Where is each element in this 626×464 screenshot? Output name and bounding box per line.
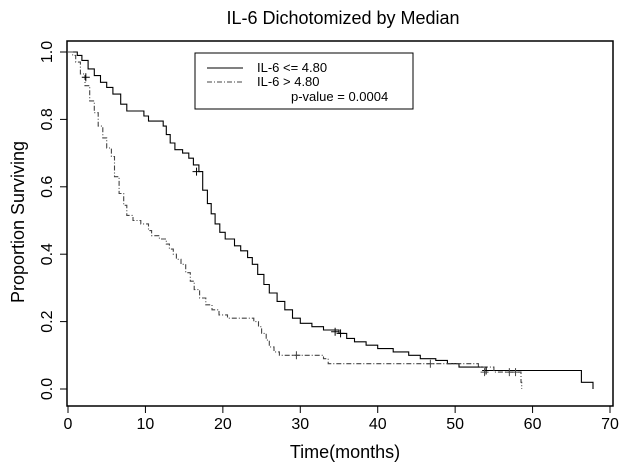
y-tick-label: 0.4 [39,243,56,265]
series-layer [68,51,594,389]
y-tick-label: 0.8 [39,108,56,130]
censor-mark [482,366,491,375]
plot-frame [66,40,614,407]
x-tick-label: 0 [64,416,73,433]
x-tick-label: 60 [524,416,542,433]
censor-layer [81,73,520,377]
y-axis: 0.0 0.2 0.4 0.6 0.8 1.0 [39,41,67,400]
censor-mark [511,368,520,377]
x-tick-label: 20 [214,416,232,433]
x-tick-label: 50 [446,416,464,433]
legend: IL-6 <= 4.80 IL-6 > 4.80 p-value = 0.000… [194,52,414,110]
censor-mark [81,73,90,82]
x-tick-label: 10 [137,416,155,433]
y-tick-label: 1.0 [39,41,56,63]
chart-title: IL-6 Dichotomized by Median [226,8,459,28]
censor-mark [480,368,489,377]
censor-mark [426,359,435,368]
legend-label-series-1: IL-6 <= 4.80 [257,60,327,75]
censor-mark [192,167,201,176]
series-line-1 [68,51,594,389]
y-axis-label: Proportion Surviving [8,141,28,303]
legend-label-series-2: IL-6 > 4.80 [257,74,320,89]
x-tick-label: 40 [369,416,387,433]
y-tick-label: 0.6 [39,176,56,198]
y-tick-label: 0.2 [39,310,56,332]
censor-mark [331,327,340,336]
y-tick-label: 0.0 [39,378,56,400]
censor-mark [336,329,345,338]
x-axis: 0 10 20 30 40 50 60 70 [64,406,619,433]
p-value-annotation: p-value = 0.0004 [291,89,388,104]
censor-mark [292,351,301,360]
x-tick-label: 30 [291,416,309,433]
x-tick-label: 70 [601,416,619,433]
legend-box [194,52,414,110]
series-line-2 [68,51,523,389]
x-axis-label: Time(months) [290,442,400,462]
